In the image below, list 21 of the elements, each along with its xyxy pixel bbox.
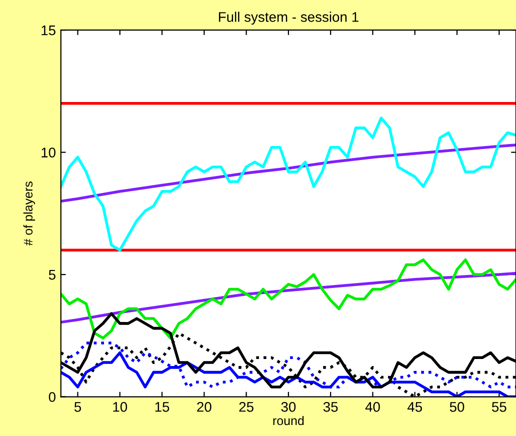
line-series bbox=[60, 258, 516, 340]
y-tick-label: 5 bbox=[48, 270, 56, 280]
y-tick-label: 10 bbox=[42, 148, 56, 158]
y-tick-label: 15 bbox=[42, 26, 56, 36]
x-axis-title: round bbox=[273, 416, 304, 426]
y-tick-label: 0 bbox=[48, 392, 56, 402]
x-tick-label: 55 bbox=[492, 402, 506, 412]
y-axis-title: # of players bbox=[23, 182, 36, 246]
chart-title: Full system - session 1 bbox=[218, 12, 358, 25]
x-tick-label: 50 bbox=[450, 402, 464, 412]
x-tick-label: 40 bbox=[365, 402, 380, 412]
x-tick-label: 15 bbox=[155, 402, 170, 412]
line-series bbox=[60, 116, 516, 252]
x-tick-label: 45 bbox=[407, 402, 422, 412]
x-tick-label: 5 bbox=[74, 402, 82, 412]
x-tick-label: 35 bbox=[323, 402, 338, 412]
x-tick-label: 30 bbox=[281, 402, 296, 412]
x-tick-label: 10 bbox=[113, 402, 128, 412]
line-series bbox=[60, 144, 516, 203]
x-tick-label: 25 bbox=[239, 402, 254, 412]
x-tick-label: 20 bbox=[197, 402, 212, 412]
